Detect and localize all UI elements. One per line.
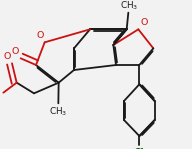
Text: CH$_3$: CH$_3$ — [49, 105, 68, 118]
Text: CH$_3$: CH$_3$ — [120, 0, 139, 12]
Text: O: O — [4, 52, 11, 61]
Text: O: O — [11, 47, 19, 56]
Text: Cl: Cl — [134, 148, 145, 149]
Text: OH: OH — [0, 88, 1, 97]
Text: O: O — [36, 31, 44, 40]
Text: O: O — [140, 18, 148, 27]
